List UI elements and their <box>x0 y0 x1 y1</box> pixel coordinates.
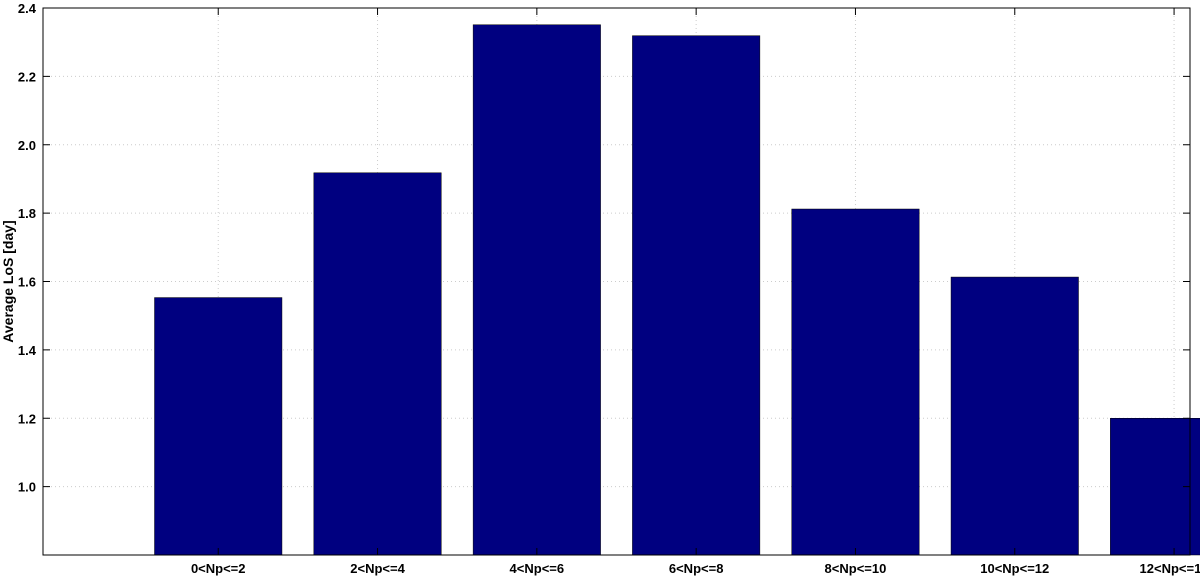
x-tick-label: 0<Np<=2 <box>191 561 246 576</box>
bar-4 <box>791 208 920 556</box>
x-tick-label: 2<Np<=4 <box>350 561 405 576</box>
bar-2 <box>472 24 601 556</box>
bar-1 <box>313 172 442 556</box>
bar-layer <box>154 24 1200 556</box>
y-tick-label: 2.2 <box>18 69 36 84</box>
y-tick-label: 1.6 <box>18 275 36 290</box>
bar-5 <box>950 276 1079 556</box>
y-tick-label: 2.0 <box>18 138 36 153</box>
bar-0 <box>154 297 283 556</box>
y-tick-label: 1.0 <box>18 480 36 495</box>
bar-3 <box>632 35 761 556</box>
y-tick-label: 2.4 <box>18 1 37 16</box>
x-tick-label: 8<Np<=10 <box>825 561 887 576</box>
x-tick-label: 10<Np<=12 <box>980 561 1049 576</box>
tick-layer: 1.0 1.2 1.4 1.6 1.8 2.0 2.2 2.4 0<Np<=2 2<Np<=4 4<… <box>18 1 1200 576</box>
y-tick-label: 1.8 <box>18 206 36 221</box>
y-tick-label: 1.2 <box>18 411 36 426</box>
x-tick-label: 6<Np<=8 <box>669 561 724 576</box>
x-tick-label: 12<Np<=14 <box>1140 561 1200 576</box>
x-tick-label: 4<Np<=6 <box>510 561 565 576</box>
y-tick-label: 1.4 <box>18 343 37 358</box>
y-axis-label: Average LoS [day] <box>0 220 16 342</box>
